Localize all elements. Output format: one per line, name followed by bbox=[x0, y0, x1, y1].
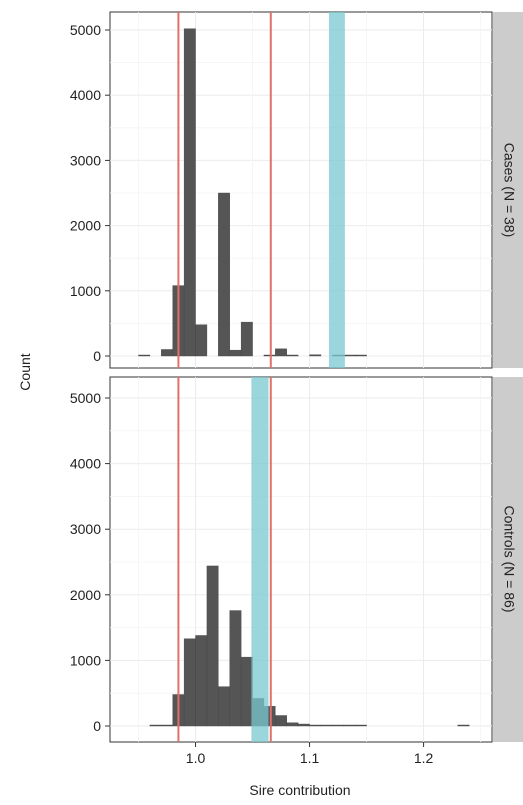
y-tick-label: 4000 bbox=[70, 456, 101, 472]
highlight-band-rect bbox=[328, 12, 345, 368]
y-tick-label: 4000 bbox=[70, 87, 101, 103]
histogram-bar bbox=[286, 722, 299, 727]
strip-background bbox=[493, 377, 523, 742]
histogram-bar bbox=[161, 349, 173, 357]
histogram-bar bbox=[343, 354, 356, 357]
y-tick-label: 0 bbox=[93, 718, 101, 734]
y-axis: 0 1000 2000 3000 4000 5000 bbox=[70, 22, 110, 364]
y-tick-label: 5000 bbox=[70, 22, 101, 38]
y-tick-label: 1000 bbox=[70, 283, 101, 299]
y-tick-label: 5000 bbox=[70, 390, 101, 406]
x-axis: 1.0 1.1 1.2 bbox=[186, 742, 434, 766]
histogram-bar bbox=[332, 724, 344, 727]
histogram-bar bbox=[195, 635, 208, 727]
y-tick-label: 3000 bbox=[70, 521, 101, 537]
reference-lines bbox=[177, 377, 272, 742]
strip-label: Cases (N = 38) bbox=[501, 143, 517, 238]
histogram-bar bbox=[218, 192, 230, 357]
histogram-bar bbox=[218, 686, 230, 727]
panel-controls: 0 1000 2000 3000 4000 5000 Controls (N = 86) bbox=[70, 376, 523, 743]
histogram-bar bbox=[297, 723, 310, 727]
histogram-bar bbox=[229, 610, 242, 727]
panel-cases: 0 1000 2000 3000 4000 5000 Cases (N = 38) bbox=[70, 11, 523, 369]
histogram-bar bbox=[195, 324, 208, 357]
histogram-bar bbox=[183, 28, 196, 357]
histogram-bar bbox=[309, 724, 322, 727]
reference-lines bbox=[177, 12, 272, 368]
histogram-bar bbox=[343, 724, 356, 727]
histogram-bar bbox=[240, 656, 253, 727]
histogram-bar bbox=[263, 354, 276, 357]
highlight-band-rect bbox=[251, 377, 269, 742]
panel-background bbox=[109, 11, 493, 369]
histogram-bars bbox=[149, 565, 470, 727]
panel-background bbox=[109, 376, 493, 743]
histogram-bar bbox=[354, 724, 367, 727]
histogram-bar bbox=[138, 354, 151, 357]
histogram-bar bbox=[275, 715, 287, 727]
histogram-bar bbox=[183, 638, 196, 727]
histogram-bar bbox=[275, 348, 287, 357]
highlight-band bbox=[251, 377, 269, 742]
strip-background bbox=[493, 12, 523, 368]
histogram-bar bbox=[320, 724, 333, 727]
histogram-bar bbox=[457, 724, 470, 727]
histogram-bar bbox=[149, 724, 162, 727]
histogram-bar bbox=[309, 354, 322, 357]
y-tick-label: 3000 bbox=[70, 152, 101, 168]
y-tick-label: 0 bbox=[93, 348, 101, 364]
x-tick-label: 1.0 bbox=[186, 750, 206, 766]
grid-lines bbox=[110, 377, 492, 742]
x-tick-label: 1.1 bbox=[300, 750, 320, 766]
highlight-band bbox=[328, 12, 345, 368]
y-tick-label: 1000 bbox=[70, 652, 101, 668]
histogram-bar bbox=[161, 724, 173, 727]
x-axis-label: Sire contribution bbox=[249, 782, 350, 798]
x-tick-label: 1.2 bbox=[414, 750, 434, 766]
strip-label: Controls (N = 86) bbox=[501, 506, 517, 613]
histogram-bar bbox=[206, 565, 219, 727]
histogram-bar bbox=[229, 349, 242, 357]
histogram-bar bbox=[354, 354, 367, 357]
y-axis-label: Count bbox=[17, 353, 33, 390]
histogram-bar bbox=[240, 321, 253, 357]
y-tick-label: 2000 bbox=[70, 218, 101, 234]
y-axis: 0 1000 2000 3000 4000 5000 bbox=[70, 390, 110, 734]
y-tick-label: 2000 bbox=[70, 587, 101, 603]
histogram-bar bbox=[286, 354, 299, 357]
